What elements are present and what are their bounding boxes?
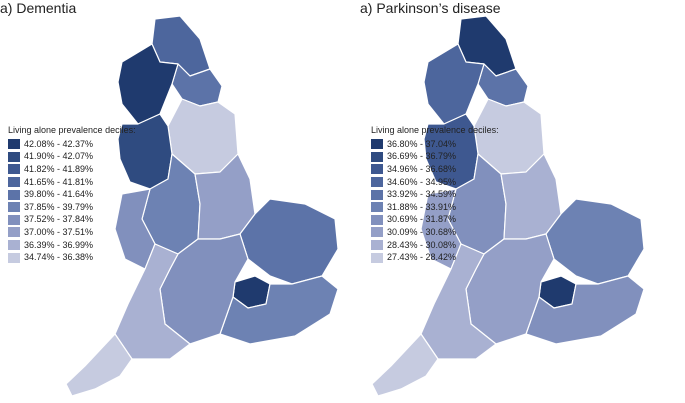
legend-swatch bbox=[371, 139, 383, 150]
legend-entry: 41.82% - 41.89% bbox=[8, 163, 158, 176]
panel-title: a) Dementia bbox=[0, 0, 77, 16]
legend-entry: 34.60% - 34.95% bbox=[371, 176, 521, 189]
legend-label: 31.88% - 33.91% bbox=[387, 201, 457, 212]
legend-entry: 30.09% - 30.68% bbox=[371, 226, 521, 239]
region-cornwall bbox=[65, 333, 133, 397]
legend-swatch bbox=[371, 240, 383, 251]
legend-rows: 36.80% - 37.04% 36.69% - 36.79% 34.96% - 3… bbox=[371, 138, 521, 264]
dementia-legend: Living alone prevalence deciles: 42.08% … bbox=[8, 125, 158, 264]
legend-label: 42.08% - 42.37% bbox=[24, 138, 94, 149]
legend-swatch bbox=[371, 189, 383, 200]
legend-entry: 39.80% - 41.64% bbox=[8, 188, 158, 201]
region-northwest bbox=[117, 43, 179, 125]
legend-entry: 34.74% - 36.38% bbox=[8, 251, 158, 264]
legend-label: 41.65% - 41.81% bbox=[24, 176, 94, 187]
parkinsons-map bbox=[371, 15, 645, 397]
legend-label: 41.90% - 42.07% bbox=[24, 151, 94, 162]
legend-label: 33.92% - 34.59% bbox=[387, 189, 457, 200]
panel-title: a) Parkinson’s disease bbox=[360, 0, 501, 16]
legend-title: Living alone prevalence deciles: bbox=[371, 125, 499, 135]
region-southeast bbox=[219, 275, 339, 345]
legend-entry: 37.52% - 37.84% bbox=[8, 214, 158, 227]
legend-entry: 31.88% - 33.91% bbox=[371, 201, 521, 214]
legend-entry: 36.39% - 36.99% bbox=[8, 239, 158, 252]
legend-swatch bbox=[8, 189, 20, 200]
legend-swatch bbox=[8, 151, 20, 162]
legend-swatch bbox=[8, 214, 20, 225]
legend-label: 30.69% - 31.87% bbox=[387, 214, 457, 225]
parkinsons-legend: Living alone prevalence deciles: 36.80% … bbox=[371, 125, 521, 264]
legend-label: 30.09% - 30.68% bbox=[387, 226, 457, 237]
legend-swatch bbox=[371, 252, 383, 263]
legend-swatch bbox=[371, 151, 383, 162]
legend-entry: 42.08% - 42.37% bbox=[8, 138, 158, 151]
legend-swatch bbox=[8, 227, 20, 238]
legend-entry: 36.80% - 37.04% bbox=[371, 138, 521, 151]
legend-entry: 37.85% - 39.79% bbox=[8, 201, 158, 214]
parkinsons-panel: a) Parkinson’s disease Living alone prev… bbox=[343, 0, 685, 403]
legend-swatch bbox=[8, 240, 20, 251]
legend-swatch bbox=[371, 164, 383, 175]
legend-label: 36.80% - 37.04% bbox=[387, 138, 457, 149]
legend-label: 37.85% - 39.79% bbox=[24, 201, 94, 212]
legend-label: 41.82% - 41.89% bbox=[24, 163, 94, 174]
legend-swatch bbox=[8, 177, 20, 188]
legend-entry: 36.69% - 36.79% bbox=[371, 151, 521, 164]
legend-entry: 27.43% - 28.42% bbox=[371, 251, 521, 264]
legend-rows: 42.08% - 42.37% 41.90% - 42.07% 41.82% - 4… bbox=[8, 138, 158, 264]
legend-label: 28.43% - 30.08% bbox=[387, 239, 457, 250]
legend-swatch bbox=[8, 139, 20, 150]
legend-swatch bbox=[8, 202, 20, 213]
legend-label: 39.80% - 41.64% bbox=[24, 189, 94, 200]
legend-swatch bbox=[371, 202, 383, 213]
legend-label: 27.43% - 28.42% bbox=[387, 252, 457, 263]
region-cornwall bbox=[371, 333, 439, 397]
dementia-map bbox=[65, 15, 339, 397]
legend-label: 36.39% - 36.99% bbox=[24, 239, 94, 250]
legend-label: 36.69% - 36.79% bbox=[387, 151, 457, 162]
region-southwest bbox=[420, 243, 497, 360]
region-southeast bbox=[525, 275, 645, 345]
legend-entry: 34.96% - 36.68% bbox=[371, 163, 521, 176]
legend-swatch bbox=[8, 252, 20, 263]
legend-label: 37.00% - 37.51% bbox=[24, 226, 94, 237]
legend-swatch bbox=[371, 227, 383, 238]
legend-entry: 30.69% - 31.87% bbox=[371, 214, 521, 227]
legend-label: 34.60% - 34.95% bbox=[387, 176, 457, 187]
region-northwest bbox=[423, 43, 485, 125]
legend-swatch bbox=[371, 177, 383, 188]
legend-swatch bbox=[8, 164, 20, 175]
legend-entry: 41.90% - 42.07% bbox=[8, 151, 158, 164]
legend-label: 34.96% - 36.68% bbox=[387, 163, 457, 174]
legend-entry: 33.92% - 34.59% bbox=[371, 188, 521, 201]
legend-swatch bbox=[371, 214, 383, 225]
legend-entry: 41.65% - 41.81% bbox=[8, 176, 158, 189]
legend-title: Living alone prevalence deciles: bbox=[8, 125, 136, 135]
legend-entry: 37.00% - 37.51% bbox=[8, 226, 158, 239]
legend-label: 37.52% - 37.84% bbox=[24, 214, 94, 225]
legend-label: 34.74% - 36.38% bbox=[24, 252, 94, 263]
region-southwest bbox=[114, 243, 191, 360]
legend-entry: 28.43% - 30.08% bbox=[371, 239, 521, 252]
dementia-panel: a) Dementia Living alone prevalence deci… bbox=[0, 0, 342, 403]
